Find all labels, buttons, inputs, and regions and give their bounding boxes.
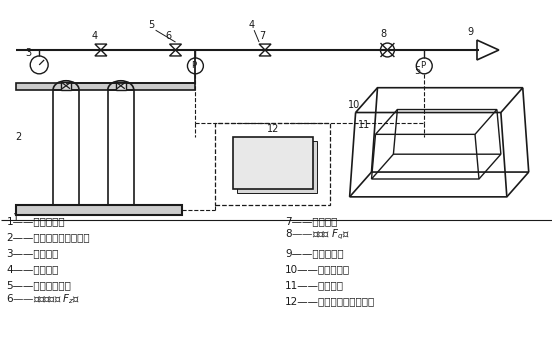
Text: 6: 6 bbox=[165, 31, 171, 41]
Text: 1: 1 bbox=[13, 213, 19, 223]
Circle shape bbox=[30, 56, 48, 74]
Text: 3: 3 bbox=[25, 48, 32, 58]
Text: 8: 8 bbox=[380, 29, 387, 39]
Text: 5: 5 bbox=[414, 66, 420, 76]
Text: 7——安全阀；: 7——安全阀； bbox=[285, 217, 337, 227]
Bar bbox=[53, 90, 79, 205]
Bar bbox=[233, 137, 313, 189]
Text: 2: 2 bbox=[15, 132, 22, 142]
Text: 4: 4 bbox=[248, 20, 254, 30]
Bar bbox=[116, 82, 126, 90]
Circle shape bbox=[380, 43, 394, 57]
Text: 2——二氧化碳贮存容器；: 2——二氧化碳贮存容器； bbox=[7, 232, 90, 242]
Text: 9: 9 bbox=[467, 27, 473, 37]
Text: 4: 4 bbox=[92, 31, 98, 41]
Text: 8——启动阀 $F_q$；: 8——启动阀 $F_q$； bbox=[285, 228, 349, 242]
Text: 11: 11 bbox=[358, 120, 370, 130]
Text: P: P bbox=[420, 61, 425, 70]
Circle shape bbox=[187, 58, 204, 74]
Text: 11——垒水盘；: 11——垒水盘； bbox=[285, 280, 344, 290]
Text: 7: 7 bbox=[259, 31, 265, 41]
Text: 12: 12 bbox=[267, 124, 279, 134]
Bar bbox=[17, 83, 195, 90]
Bar bbox=[108, 90, 134, 205]
Bar bbox=[61, 82, 71, 90]
Text: 10: 10 bbox=[348, 100, 360, 110]
Text: 6——流量调节阀 $F_z$；: 6——流量调节阀 $F_z$； bbox=[7, 292, 81, 306]
Text: 10——可调油盘；: 10——可调油盘； bbox=[285, 264, 350, 274]
Text: 9——被测嘴嘴；: 9——被测嘴嘴； bbox=[285, 248, 343, 258]
Text: 4——排气阀；: 4——排气阀； bbox=[7, 264, 59, 274]
Text: 12——数据采集控制装置。: 12——数据采集控制装置。 bbox=[285, 296, 375, 306]
Text: 5——压力传感器；: 5——压力传感器； bbox=[7, 280, 71, 290]
Circle shape bbox=[416, 58, 432, 74]
Bar bbox=[237, 141, 317, 193]
Text: 3——压力表；: 3——压力表； bbox=[7, 248, 59, 258]
Text: 5: 5 bbox=[149, 20, 155, 30]
Bar bbox=[215, 124, 330, 205]
Text: P: P bbox=[191, 61, 196, 70]
Bar bbox=[17, 205, 182, 215]
Text: 1——称重装置；: 1——称重装置； bbox=[7, 217, 65, 227]
